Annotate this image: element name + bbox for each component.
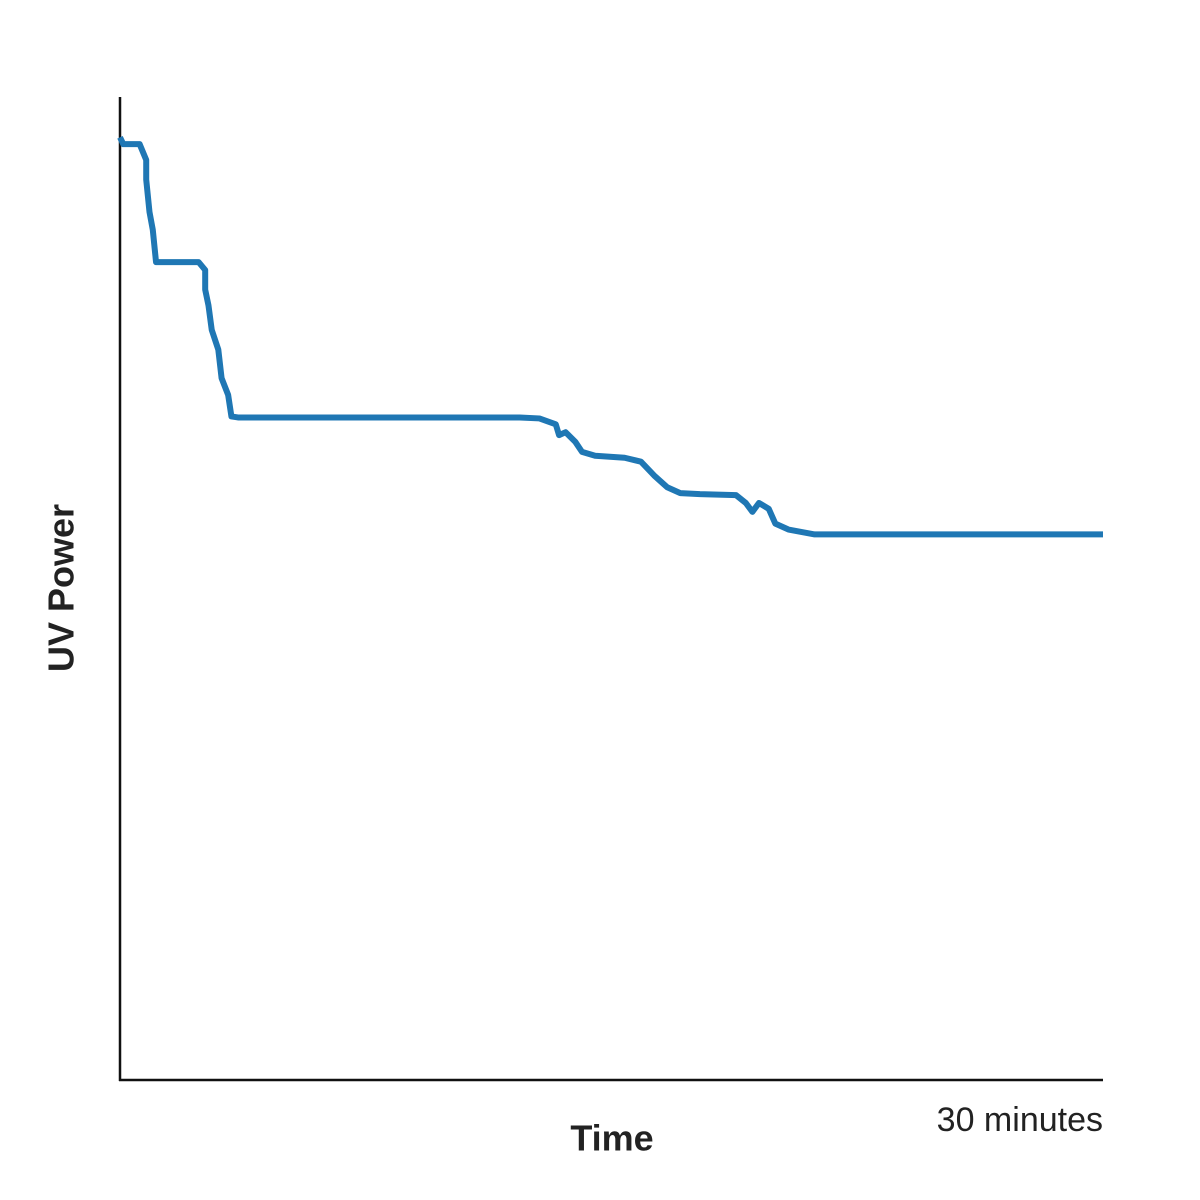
x-axis-label: Time bbox=[570, 1118, 653, 1159]
y-axis-label: UV Power bbox=[41, 504, 82, 672]
data-line bbox=[117, 136, 1103, 538]
x-tick-label: 30 minutes bbox=[937, 1101, 1103, 1139]
